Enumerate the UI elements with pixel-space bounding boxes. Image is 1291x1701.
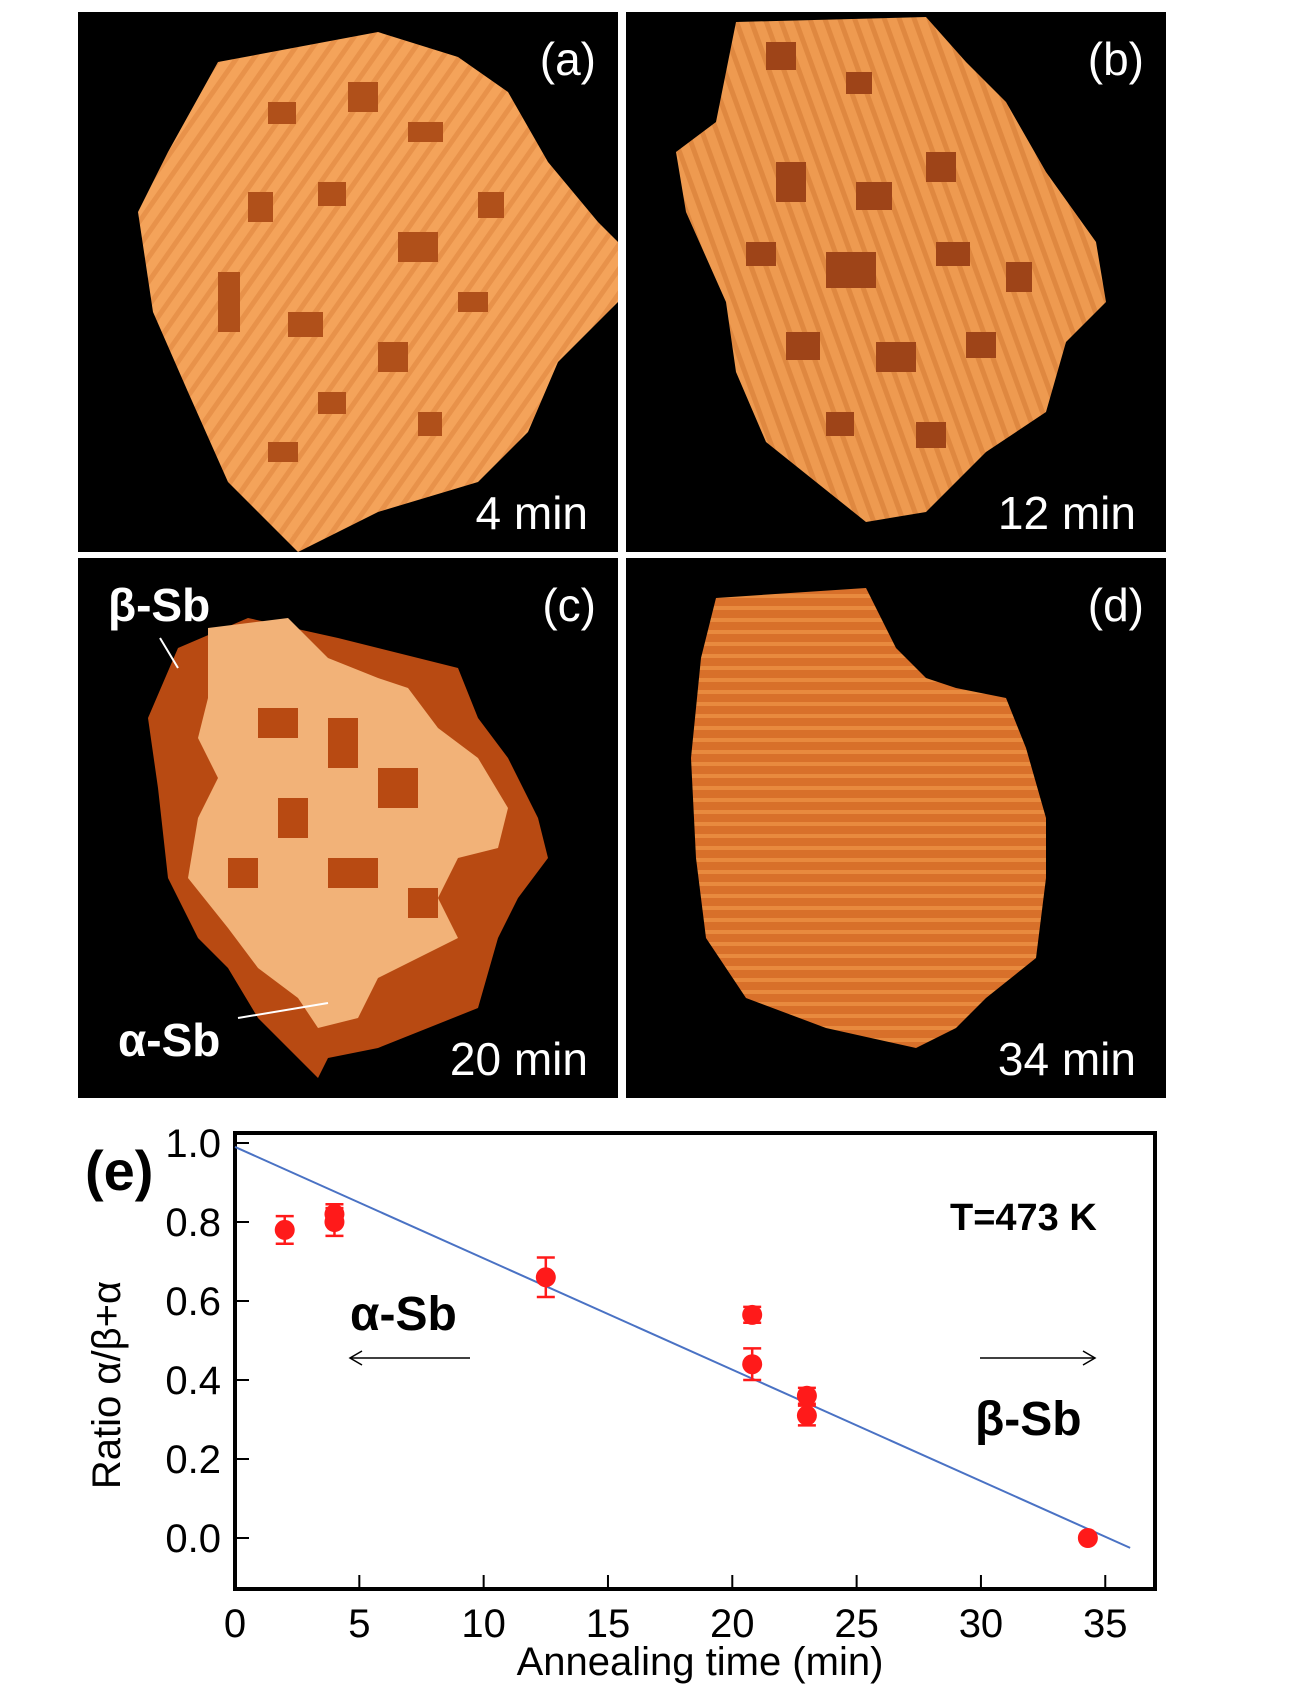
x-tick-label: 0 [224,1602,246,1646]
data-point [742,1354,763,1375]
y-tick-label: 0.4 [165,1359,221,1403]
x-axis-label: Annealing time (min) [517,1640,884,1684]
island-image-c [148,618,548,1078]
x-tick-label: 25 [834,1602,879,1646]
x-tick-label: 35 [1083,1602,1128,1646]
x-tick-label: 10 [461,1602,506,1646]
stm-panel-c: (c) 20 min β-Sb α-Sb [78,558,618,1098]
alpha-arrow [348,1350,470,1366]
time-label-a: 4 min [475,487,588,539]
panel-label-e: (e) [85,1139,153,1202]
time-label-d: 34 min [997,1033,1136,1085]
y-tick-label: 0.6 [165,1280,221,1324]
data-point [796,1385,817,1406]
x-axis-ticks: 0 5 10 15 20 25 30 35 [224,1575,1128,1646]
y-tick-label: 0.2 [165,1438,221,1482]
alpha-sb-label: α-Sb [118,1014,221,1066]
stm-panel-d: (d) 34 min [626,558,1166,1098]
data-point [324,1212,345,1232]
beta-sb-label: β-Sb [108,579,211,631]
island-image-d [691,588,1046,1048]
data-point [274,1219,295,1240]
beta-arrow [980,1350,1097,1366]
temperature-annotation: T=473 K [950,1197,1097,1239]
x-tick-label: 5 [348,1602,370,1646]
stm-panel-a: (a) 4 min [78,12,618,552]
data-point [796,1405,817,1426]
y-axis-label: Ratio α/β+α [85,1281,129,1489]
time-label-c: 20 min [449,1033,588,1085]
data-point [535,1267,556,1288]
alpha-sb-annotation: α-Sb [350,1288,457,1341]
island-image-a [138,32,618,552]
y-tick-label: 1.0 [165,1122,221,1166]
time-label-b: 12 min [997,487,1136,539]
y-tick-label: 0.0 [165,1517,221,1561]
x-tick-label: 30 [959,1602,1004,1646]
island-image-b [676,17,1106,522]
y-axis-ticks: 0.0 0.2 0.4 0.6 0.8 1.0 [165,1122,249,1561]
beta-sb-annotation: β-Sb [975,1393,1082,1446]
panel-label-a: (a) [539,33,596,85]
ratio-chart: 0.0 0.2 0.4 0.6 0.8 1.0 0 5 10 15 20 25 30 35 (e) Ra… [85,1122,1157,1684]
fit-line [234,1146,1131,1549]
panel-label-d: (d) [1087,579,1144,631]
plot-frame [233,1131,1157,1591]
x-tick-label: 20 [710,1602,755,1646]
panel-label-c: (c) [542,579,596,631]
stm-panel-b: (b) 12 min [626,12,1166,552]
data-point [1077,1528,1098,1548]
y-tick-label: 0.8 [165,1201,221,1245]
x-tick-label: 15 [586,1602,631,1646]
panel-label-b: (b) [1087,33,1144,85]
data-points [274,1202,1098,1548]
data-point [742,1304,763,1325]
